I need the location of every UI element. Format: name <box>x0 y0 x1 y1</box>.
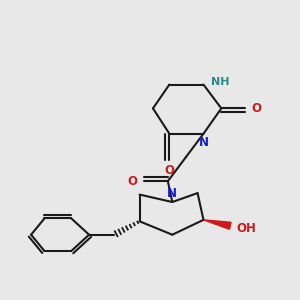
Text: NH: NH <box>211 76 229 87</box>
Text: N: N <box>167 187 177 200</box>
Polygon shape <box>203 220 231 229</box>
Text: N: N <box>199 136 208 149</box>
Text: O: O <box>164 164 174 177</box>
Text: O: O <box>251 102 261 115</box>
Text: OH: OH <box>237 222 256 235</box>
Text: O: O <box>128 175 138 188</box>
